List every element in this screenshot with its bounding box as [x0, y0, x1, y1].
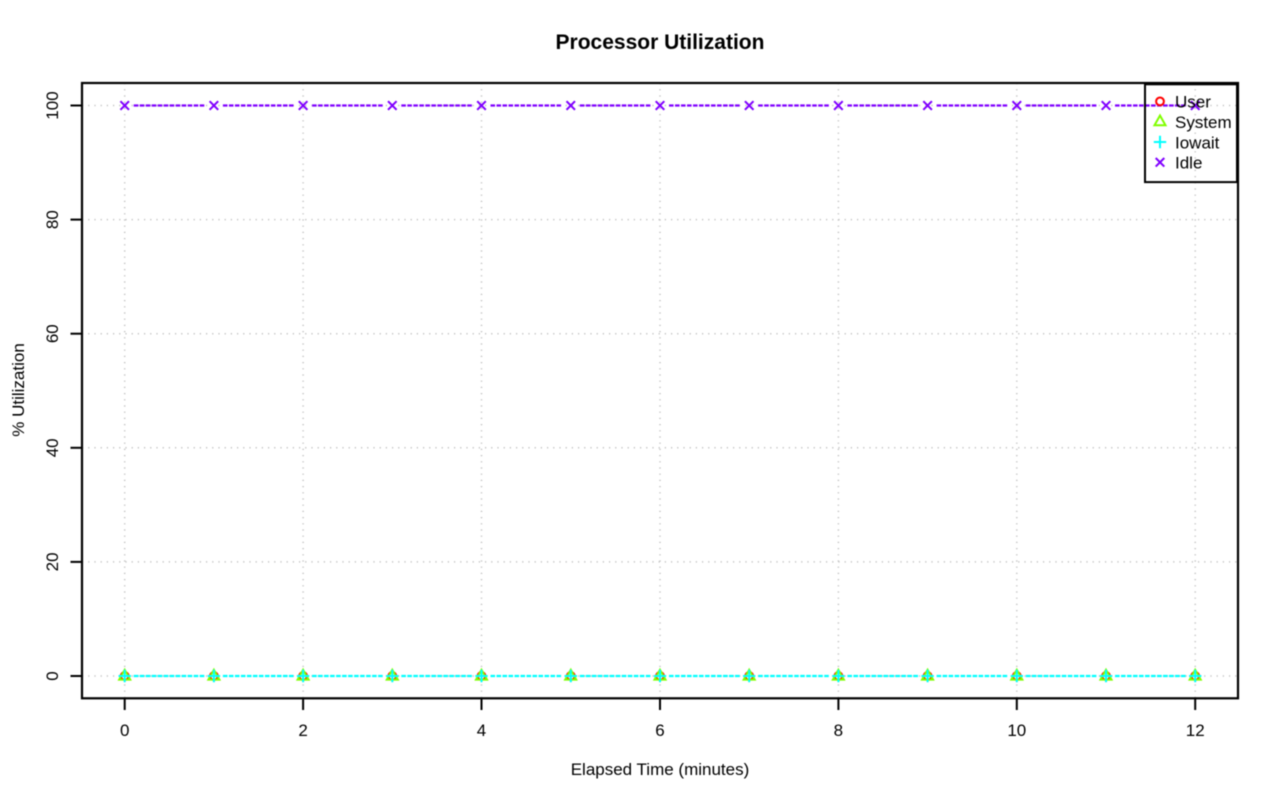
svg-text:% Utilization: % Utilization — [9, 343, 28, 437]
svg-text:6: 6 — [655, 721, 664, 740]
svg-text:Elapsed Time (minutes): Elapsed Time (minutes) — [571, 760, 750, 779]
svg-text:100: 100 — [43, 91, 62, 119]
svg-text:80: 80 — [43, 210, 62, 229]
svg-text:User: User — [1175, 93, 1211, 112]
svg-text:20: 20 — [43, 552, 62, 571]
svg-text:0: 0 — [43, 671, 62, 680]
svg-text:40: 40 — [43, 438, 62, 457]
svg-text:Processor Utilization: Processor Utilization — [556, 31, 765, 54]
svg-text:System: System — [1175, 113, 1232, 132]
svg-text:Iowait: Iowait — [1175, 133, 1220, 152]
svg-text:8: 8 — [834, 721, 843, 740]
svg-text:60: 60 — [43, 324, 62, 343]
svg-text:12: 12 — [1186, 721, 1205, 740]
svg-text:0: 0 — [120, 721, 129, 740]
svg-text:10: 10 — [1007, 721, 1026, 740]
svg-text:2: 2 — [298, 721, 307, 740]
svg-text:Idle: Idle — [1175, 154, 1202, 173]
svg-text:4: 4 — [477, 721, 486, 740]
